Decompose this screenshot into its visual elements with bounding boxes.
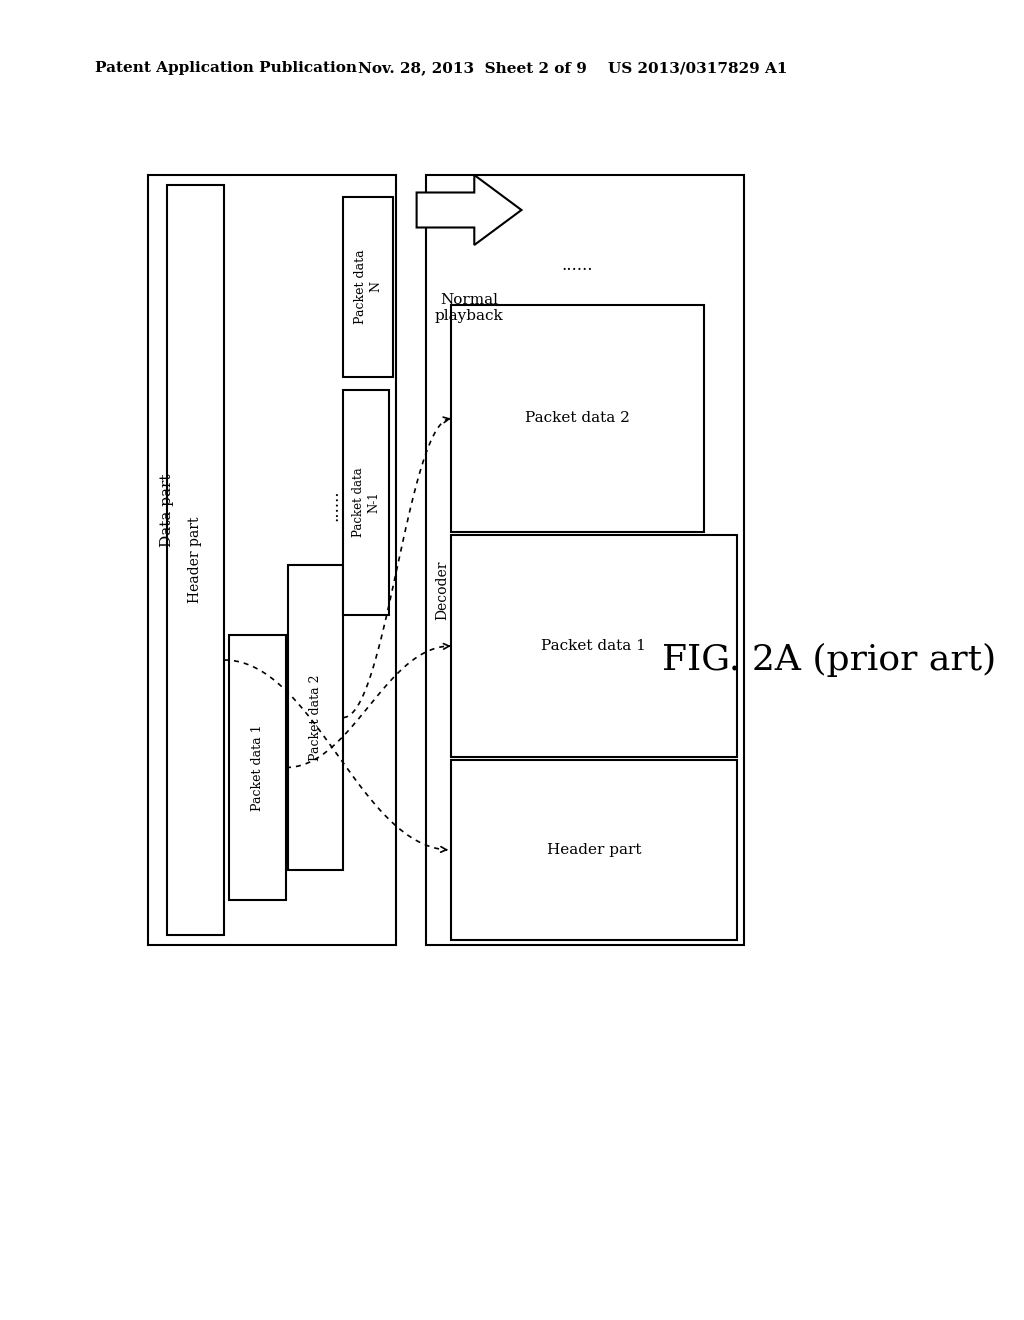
Text: Nov. 28, 2013  Sheet 2 of 9: Nov. 28, 2013 Sheet 2 of 9 <box>358 61 588 75</box>
Text: Data part: Data part <box>160 474 174 546</box>
Text: Packet data 2: Packet data 2 <box>525 412 630 425</box>
Text: FIG. 2A (prior art): FIG. 2A (prior art) <box>663 643 996 677</box>
Text: US 2013/0317829 A1: US 2013/0317829 A1 <box>608 61 787 75</box>
Text: Patent Application Publication: Patent Application Publication <box>95 61 357 75</box>
Text: Packet data 1: Packet data 1 <box>251 725 264 810</box>
Bar <box>451 760 737 940</box>
Text: Packet data
N: Packet data N <box>354 249 382 325</box>
Bar <box>288 565 343 870</box>
Text: Header part: Header part <box>188 516 203 603</box>
Text: Decoder: Decoder <box>435 560 450 620</box>
Bar <box>426 176 743 945</box>
Bar <box>147 176 395 945</box>
Bar <box>451 305 703 532</box>
Bar <box>451 535 737 756</box>
Text: ......: ...... <box>561 256 593 273</box>
Bar <box>228 635 286 900</box>
Text: ......: ...... <box>325 490 341 521</box>
Polygon shape <box>417 176 521 246</box>
Bar <box>167 185 224 935</box>
Text: Header part: Header part <box>547 843 641 857</box>
Bar <box>343 389 389 615</box>
Text: Normal
playback: Normal playback <box>434 293 504 323</box>
Text: Packet data
N-1: Packet data N-1 <box>352 467 380 537</box>
Text: Packet data 2: Packet data 2 <box>309 675 323 760</box>
Text: Packet data 1: Packet data 1 <box>542 639 646 653</box>
Bar <box>343 197 393 378</box>
